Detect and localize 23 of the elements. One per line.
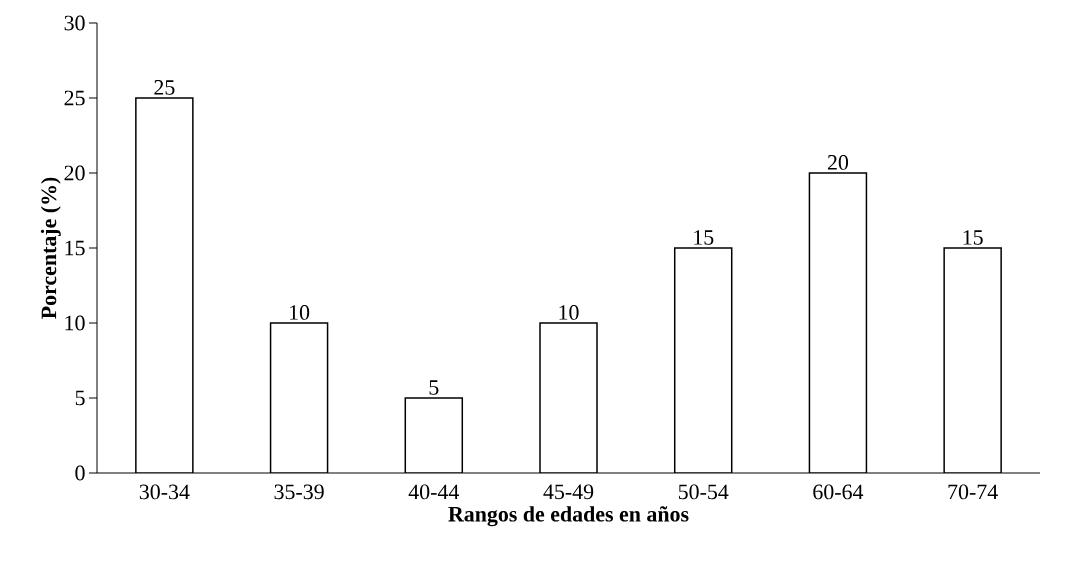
y-tick-label: 20 [64, 165, 85, 181]
y-tick-label: 25 [64, 90, 85, 106]
data-label: 5 [429, 380, 439, 395]
x-tick-label: 40-44 [408, 484, 460, 500]
data-label: 10 [290, 305, 310, 320]
y-tick-label: 5 [75, 390, 85, 406]
x-tick-label: 50-54 [678, 484, 729, 500]
x-tick-label: 70-74 [948, 484, 998, 500]
y-axis-title: Porcentaje (%) [40, 177, 61, 319]
data-label: 10 [559, 305, 579, 320]
data-label: 15 [694, 230, 714, 245]
data-label: 15 [963, 230, 983, 245]
x-tick-label: 60-64 [813, 484, 864, 500]
y-tick-label: 0 [75, 465, 85, 481]
x-axis-title: Rangos de edades en años [448, 506, 689, 527]
x-tick-label: 45-49 [543, 484, 594, 500]
data-label: 20 [827, 155, 849, 170]
data-label: 25 [154, 80, 175, 95]
x-tick-label: 35-39 [274, 484, 324, 500]
x-tick-label: 30-34 [139, 484, 190, 500]
y-tick-label: 10 [65, 315, 85, 331]
y-tick-label: 15 [65, 240, 85, 256]
y-tick-label: 30 [64, 15, 85, 31]
